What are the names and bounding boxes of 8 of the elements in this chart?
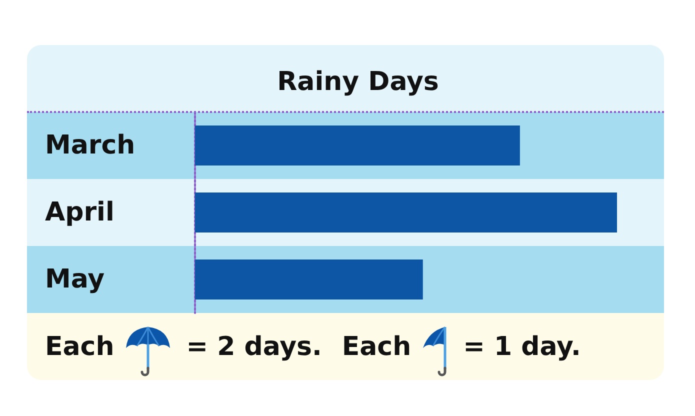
text: Each <box>45 332 114 362</box>
chart-title: Rainy Days <box>277 67 439 97</box>
y-tick-label: March <box>45 130 136 160</box>
y-tick-label: April <box>45 198 114 228</box>
text: Each <box>342 332 412 362</box>
text: = 1 day. <box>463 332 581 362</box>
text: = 2 days. <box>186 332 322 362</box>
y-tick-label: May <box>45 264 105 294</box>
